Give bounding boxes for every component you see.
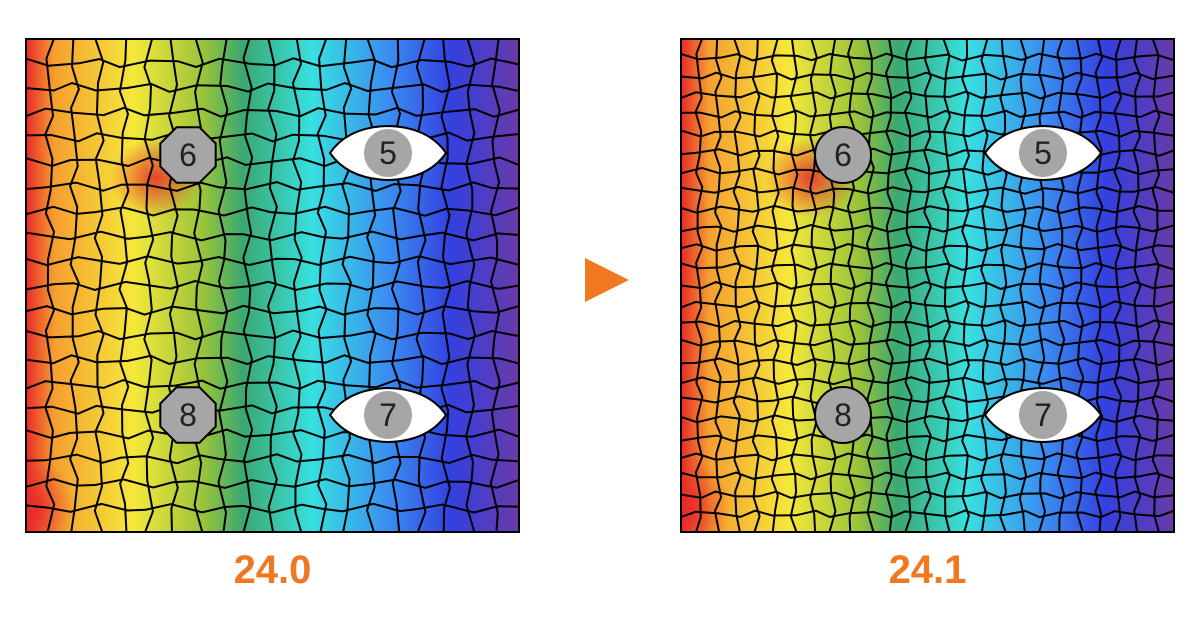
hole-6: 6 bbox=[159, 126, 217, 184]
play-triangle-icon bbox=[585, 258, 629, 302]
panel-border bbox=[680, 38, 1175, 533]
hole-5: 5 bbox=[328, 124, 448, 182]
version-label-after: 24.1 bbox=[888, 548, 967, 592]
hole-label: 8 bbox=[179, 397, 197, 433]
hole-7: 7 bbox=[983, 386, 1103, 444]
hole-label: 6 bbox=[179, 137, 197, 173]
mesh-lines bbox=[25, 38, 520, 533]
hole-5: 5 bbox=[983, 124, 1103, 182]
hole-8: 8 bbox=[159, 386, 217, 444]
hole-6: 6 bbox=[814, 126, 872, 184]
hole-label: 7 bbox=[379, 397, 397, 433]
mesh-panel-after: 6 5 8 7 bbox=[680, 38, 1175, 533]
hole-8: 8 bbox=[814, 386, 872, 444]
version-label-before: 24.0 bbox=[233, 548, 312, 592]
mesh-panel-before: 6 5 8 7 bbox=[25, 38, 520, 533]
panel-border bbox=[25, 38, 520, 533]
hole-label: 6 bbox=[834, 137, 852, 173]
hole-label: 5 bbox=[1034, 135, 1052, 171]
hole-7: 7 bbox=[328, 386, 448, 444]
hole-label: 5 bbox=[379, 135, 397, 171]
hole-label: 7 bbox=[1034, 397, 1052, 433]
hole-label: 8 bbox=[834, 397, 852, 433]
mesh-lines bbox=[680, 38, 1175, 533]
